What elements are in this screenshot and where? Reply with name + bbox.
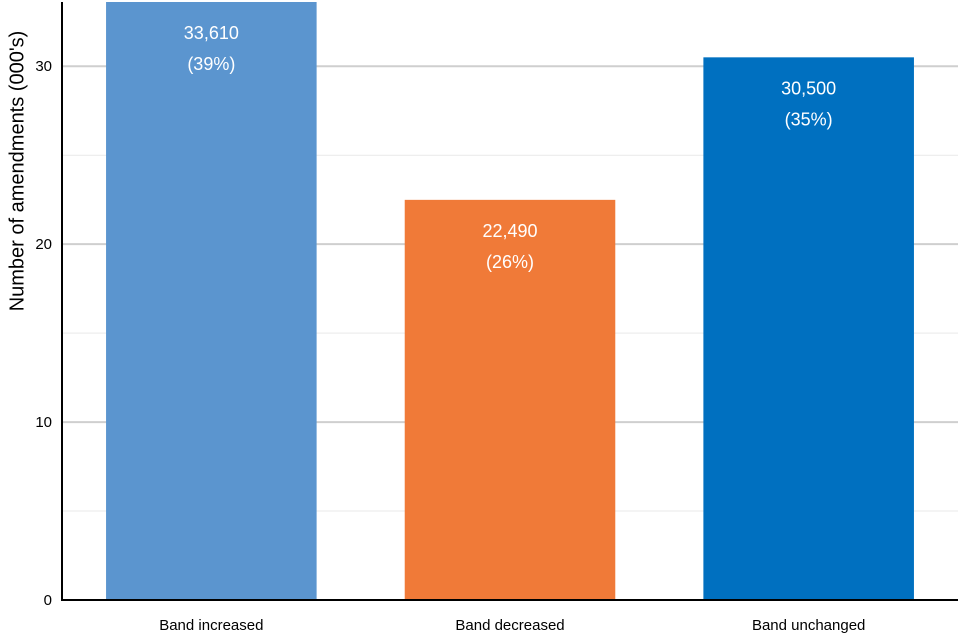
x-axis-ticks: Band increased Band decreased Band unchang… (159, 617, 865, 634)
y-axis-ticks: 0 10 20 30 (35, 58, 52, 609)
bar-value-label: 30,500 (781, 78, 836, 98)
x-tick-label: Band unchanged (752, 617, 865, 634)
y-axis-label: Number of amendments (000's) (6, 31, 28, 312)
y-tick-label: 0 (44, 592, 52, 609)
bar-percent-label: (39%) (187, 54, 235, 74)
bar-percent-label: (35%) (785, 109, 833, 129)
bar-value-label: 22,490 (482, 221, 537, 241)
bar-band-increased (106, 2, 317, 600)
y-tick-label: 10 (35, 414, 52, 431)
bar-percent-label: (26%) (486, 252, 534, 272)
bar-value-labels: 33,610 (39%) 22,490 (26%) 30,500 (35%) (184, 23, 836, 272)
y-tick-label: 30 (35, 58, 52, 75)
bar-value-label: 33,610 (184, 23, 239, 43)
bars (106, 2, 914, 601)
bar-band-decreased (404, 199, 616, 600)
bar-band-unchanged (703, 57, 914, 601)
x-tick-label: Band decreased (455, 617, 564, 634)
x-tick-label: Band increased (159, 617, 263, 634)
y-tick-label: 20 (35, 236, 52, 253)
